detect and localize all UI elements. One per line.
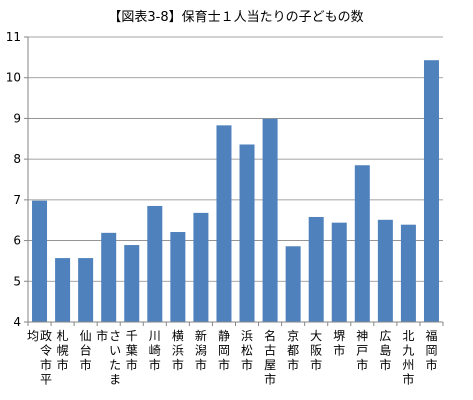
x-category-label: 横浜市 [172, 329, 184, 372]
y-axis-tick-labels: 4 5 6 7 8 9 10 11 [6, 30, 21, 329]
x-category-label: 静岡市 [218, 329, 230, 372]
x-category-label: 神戸市 [356, 329, 368, 372]
bar [285, 246, 301, 322]
bar [216, 125, 232, 322]
bar [124, 245, 140, 322]
bar [239, 144, 255, 322]
bar [354, 165, 370, 322]
y-tick-label: 9 [13, 111, 21, 125]
bar [331, 222, 347, 322]
y-tick-label: 4 [13, 315, 21, 329]
bar [101, 232, 117, 322]
bar [308, 216, 324, 322]
x-category-label: 福岡市 [425, 328, 437, 372]
bar [170, 232, 186, 322]
bar [32, 200, 48, 322]
x-category-label: さいたま市 [96, 328, 121, 387]
bar [55, 258, 71, 322]
x-category-label: 大阪市 [310, 329, 322, 372]
x-category-label: 札幌市 [57, 329, 69, 372]
y-tick-label: 11 [6, 30, 21, 44]
bar [423, 60, 439, 322]
bar [400, 224, 416, 322]
x-category-label: 名古屋市 [264, 328, 276, 387]
x-category-label: 川崎市 [149, 329, 161, 372]
bar [377, 219, 393, 322]
gridlines [28, 36, 443, 282]
chart-title: 【図表3-8】保育士１人当たりの子どもの数 [108, 9, 363, 25]
y-tick-label: 8 [13, 152, 21, 166]
x-category-label: 仙台市 [80, 329, 92, 372]
x-category-label: 浜松市 [241, 329, 253, 372]
y-tick-label: 7 [13, 193, 21, 207]
x-category-label: 北九州市 [402, 329, 414, 387]
y-tick-label: 6 [13, 234, 21, 248]
axes [24, 36, 444, 326]
bar [193, 212, 209, 322]
bar [78, 258, 94, 322]
y-tick-label: 5 [13, 274, 21, 288]
bar [262, 118, 278, 322]
x-category-label: 政令市平均 [27, 329, 52, 387]
bars [32, 60, 439, 322]
y-tick-label: 10 [6, 71, 21, 85]
x-category-label: 京都市 [287, 329, 299, 372]
x-category-label: 広島市 [379, 329, 391, 372]
x-category-label: 千葉市 [126, 329, 138, 372]
bar [147, 205, 163, 322]
x-category-label: 堺市 [333, 329, 345, 358]
x-category-label: 新潟市 [195, 328, 207, 372]
